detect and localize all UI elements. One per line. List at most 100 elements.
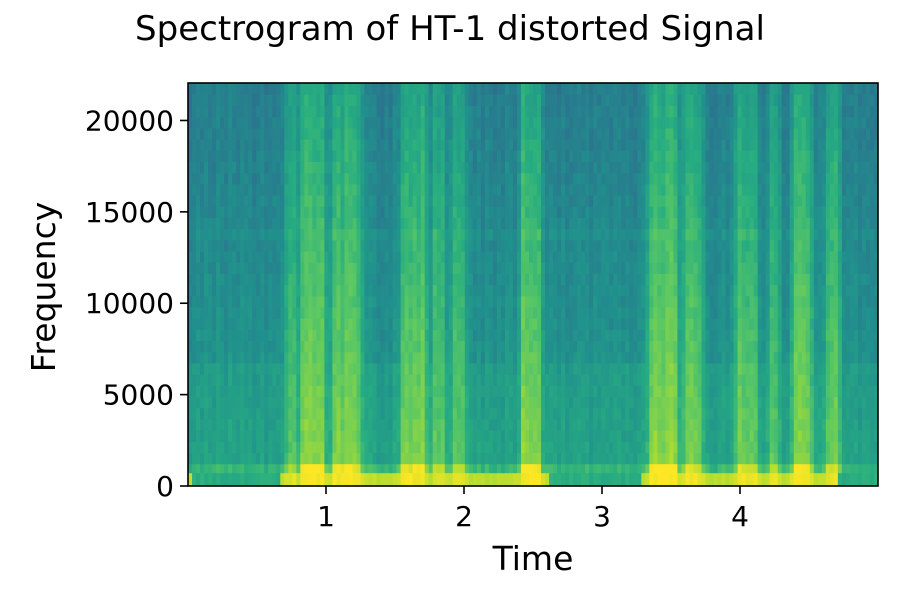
spectrogram-cell — [541, 138, 546, 151]
spectrogram-cell — [452, 138, 458, 151]
spectrogram-cell — [649, 105, 654, 118]
spectrogram-cell — [424, 441, 430, 454]
spectrogram-cell — [428, 161, 434, 174]
spectrogram-cell — [248, 206, 253, 218]
spectrogram-cell — [236, 362, 241, 375]
spectrogram-cell — [733, 418, 739, 431]
spectrogram-cell — [388, 306, 394, 319]
spectrogram-cell — [452, 385, 458, 398]
spectrogram-cell — [284, 250, 289, 263]
spectrogram-cell — [432, 418, 438, 431]
spectrogram-cell — [537, 374, 542, 386]
spectrogram-cell — [733, 239, 739, 252]
spectrogram-cell — [208, 94, 213, 106]
spectrogram-cell — [661, 385, 666, 398]
spectrogram-cell — [396, 306, 402, 319]
spectrogram-cell — [300, 452, 305, 465]
spectrogram-cell — [677, 351, 683, 364]
spectrogram-cell — [637, 228, 642, 241]
spectrogram-cell — [208, 284, 213, 297]
spectrogram-cell — [436, 306, 442, 319]
spectrogram-cell — [733, 273, 739, 286]
spectrogram-cell — [581, 161, 586, 174]
spectrogram-cell — [609, 329, 614, 342]
spectrogram-cell — [561, 396, 566, 409]
spectrogram-cell — [192, 138, 197, 151]
spectrogram-cell — [569, 418, 574, 431]
spectrogram-cell — [669, 194, 675, 207]
spectrogram-cell — [308, 351, 313, 364]
spectrogram-cell — [288, 396, 293, 409]
spectrogram-cell — [332, 306, 338, 319]
spectrogram-cell — [689, 183, 695, 196]
spectrogram-cell — [304, 127, 309, 140]
spectrogram-cell — [561, 351, 566, 364]
spectrogram-cell — [216, 105, 221, 118]
spectrogram-cell — [228, 284, 233, 297]
spectrogram-cell — [533, 83, 538, 95]
spectrogram-cell — [492, 150, 498, 162]
spectrogram-cell — [188, 273, 193, 286]
spectrogram-cell — [508, 396, 514, 409]
spectrogram-cell — [412, 441, 418, 454]
spectrogram-cell — [669, 150, 675, 162]
spectrogram-cell — [408, 318, 414, 330]
spectrogram-cell — [649, 116, 654, 129]
spectrogram-cell — [673, 441, 679, 454]
spectrogram-cell — [332, 407, 338, 420]
spectrogram-cell — [697, 239, 703, 252]
spectrogram-cell — [280, 161, 285, 174]
spectrogram-cell — [344, 94, 350, 106]
spectrogram-cell — [260, 430, 265, 442]
spectrogram-cell — [216, 94, 221, 106]
spectrogram-cell — [268, 127, 273, 140]
spectrogram-cell — [316, 217, 321, 230]
spectrogram-cell — [272, 362, 277, 375]
spectrogram-cell — [657, 183, 662, 196]
spectrogram-cell — [553, 329, 558, 342]
spectrogram-cell — [440, 194, 446, 207]
spectrogram-cell — [432, 105, 438, 118]
spectrogram-cell — [709, 250, 715, 263]
spectrogram-cell — [336, 351, 342, 364]
spectrogram-cell — [296, 407, 301, 420]
spectrogram-cell — [625, 374, 630, 386]
spectrogram-cell — [533, 295, 538, 308]
spectrogram-cell — [609, 340, 614, 353]
spectrogram-cell — [440, 295, 446, 308]
spectrogram-cell — [432, 351, 438, 364]
spectrogram-cell — [637, 138, 642, 151]
spectrogram-cell — [553, 172, 558, 185]
spectrogram-cell — [404, 362, 410, 375]
spectrogram-cell — [689, 228, 695, 241]
spectrogram-cell — [500, 161, 506, 174]
spectrogram-cell — [448, 94, 454, 106]
spectrogram-cell — [733, 463, 739, 476]
spectrogram-cell — [280, 329, 285, 342]
spectrogram-cell — [408, 430, 414, 442]
spectrogram-cell — [368, 183, 374, 196]
spectrogram-cell — [420, 228, 426, 241]
spectrogram-cell — [633, 418, 638, 431]
spectrogram-cell — [384, 430, 390, 442]
spectrogram-cell — [533, 206, 538, 218]
spectrogram-cell — [368, 396, 374, 409]
spectrogram-cell — [472, 351, 478, 364]
spectrogram-cell — [192, 396, 197, 409]
spectrogram-cell — [288, 194, 293, 207]
spectrogram-cell — [196, 228, 201, 241]
spectrogram-cell — [649, 441, 654, 454]
spectrogram-cell — [561, 116, 566, 129]
spectrogram-cell — [709, 284, 715, 297]
spectrogram-cell — [645, 407, 650, 420]
spectrogram-cell — [204, 228, 209, 241]
spectrogram-cell — [404, 105, 410, 118]
spectrogram-cell — [420, 374, 426, 386]
spectrogram-cell — [633, 127, 638, 140]
spectrogram-cell — [500, 306, 506, 319]
spectrogram-cell — [625, 306, 630, 319]
spectrogram-cell — [677, 418, 683, 431]
spectrogram-cell — [737, 250, 743, 263]
spectrogram-cell — [685, 374, 691, 386]
spectrogram-cell — [464, 183, 470, 196]
